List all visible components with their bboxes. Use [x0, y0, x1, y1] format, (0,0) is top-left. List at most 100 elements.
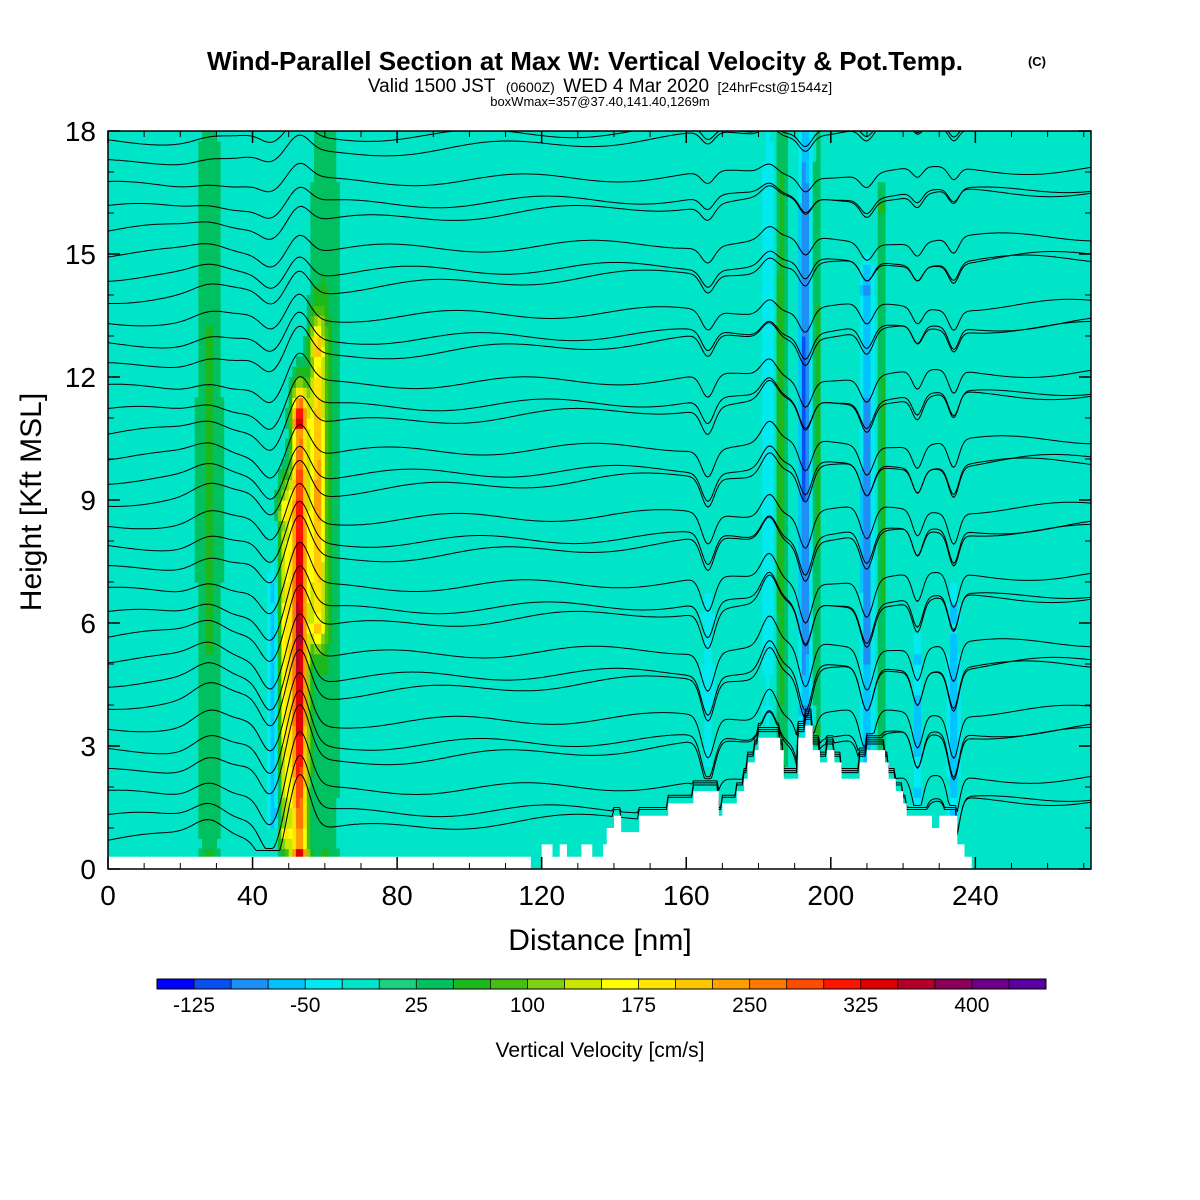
velocity-cell	[715, 213, 720, 224]
velocity-cell	[332, 182, 337, 194]
velocity-cell	[725, 192, 731, 204]
velocity-cell	[299, 664, 304, 675]
velocity-cell	[776, 684, 781, 696]
velocity-cell	[906, 746, 911, 757]
velocity-cell	[809, 172, 814, 183]
velocity-cell	[805, 530, 810, 542]
velocity-cell	[328, 838, 333, 850]
velocity-cell	[744, 131, 749, 142]
velocity-cell	[801, 500, 807, 511]
velocity-cell	[281, 582, 286, 593]
velocity-cell	[812, 305, 817, 317]
velocity-cell	[754, 551, 760, 563]
velocity-cell	[906, 725, 911, 737]
velocity-cell	[852, 407, 857, 419]
velocity-cell	[845, 551, 850, 563]
velocity-cell	[801, 459, 807, 470]
velocity-cell	[209, 192, 214, 204]
velocity-cell	[277, 489, 283, 501]
velocity-cell	[780, 715, 785, 727]
velocity-cell	[751, 715, 756, 727]
velocity-cell	[209, 274, 214, 286]
velocity-cell	[205, 264, 210, 276]
velocity-cell	[816, 612, 821, 624]
velocity-cell	[733, 510, 738, 522]
velocity-cell	[306, 694, 311, 706]
velocity-cell	[722, 295, 727, 306]
velocity-cell	[707, 541, 713, 552]
velocity-cell	[805, 315, 810, 327]
velocity-cell	[798, 469, 803, 481]
velocity-cell	[722, 254, 727, 265]
velocity-cell	[762, 489, 767, 501]
velocity-cell	[801, 592, 807, 604]
velocity-cell	[198, 674, 203, 686]
velocity-cell	[321, 500, 326, 511]
velocity-cell	[780, 202, 785, 214]
velocity-cell	[675, 612, 680, 624]
velocity-cell	[216, 561, 221, 573]
velocity-cell	[877, 725, 882, 737]
velocity-cell	[328, 489, 333, 501]
velocity-cell	[664, 694, 669, 706]
velocity-cell	[801, 438, 807, 450]
velocity-cell	[675, 725, 680, 737]
velocity-cell	[288, 489, 293, 501]
velocity-cell	[877, 469, 882, 481]
velocity-cell	[841, 223, 846, 235]
velocity-cell	[765, 264, 770, 276]
velocity-cell	[744, 325, 749, 337]
velocity-cell	[794, 561, 799, 573]
velocity-cell	[783, 243, 789, 255]
velocity-cell	[841, 684, 846, 696]
velocity-cell	[845, 192, 850, 204]
velocity-cell	[783, 295, 789, 306]
velocity-cell	[324, 551, 330, 563]
velocity-cell	[809, 161, 814, 173]
velocity-cell	[791, 377, 796, 388]
velocity-cell	[776, 479, 781, 491]
velocity-cell	[881, 377, 886, 388]
velocity-cell	[270, 797, 275, 809]
velocity-cell	[776, 438, 781, 450]
velocity-cell	[328, 828, 333, 839]
velocity-cell	[877, 377, 882, 388]
velocity-cell	[801, 366, 807, 378]
velocity-cell	[198, 295, 203, 306]
velocity-cell	[852, 295, 857, 306]
velocity-cell	[856, 172, 861, 183]
velocity-cell	[715, 510, 720, 522]
velocity-cell	[212, 243, 218, 255]
velocity-cell	[736, 202, 742, 214]
velocity-cell	[310, 254, 315, 265]
velocity-cell	[194, 551, 199, 563]
velocity-cell	[205, 223, 210, 235]
velocity-cell	[201, 213, 207, 224]
velocity-cell	[736, 561, 742, 573]
velocity-cell	[216, 387, 221, 399]
velocity-cell	[769, 407, 774, 419]
velocity-cell	[866, 469, 872, 481]
velocity-cell	[841, 479, 846, 491]
velocity-cell	[877, 182, 882, 194]
velocity-cell	[704, 520, 709, 532]
velocity-cell	[285, 776, 290, 788]
velocity-cell	[899, 694, 904, 706]
velocity-cell	[866, 448, 872, 460]
velocity-cell	[292, 705, 297, 716]
velocity-cell	[747, 725, 752, 737]
velocity-cell	[722, 684, 727, 696]
velocity-cell	[288, 838, 293, 850]
velocity-cell	[859, 274, 864, 286]
velocity-cell	[321, 366, 326, 378]
velocity-cell	[780, 489, 785, 501]
velocity-cell	[776, 469, 781, 481]
velocity-cell	[740, 192, 745, 204]
velocity-cell	[762, 213, 767, 224]
velocity-cell	[306, 582, 311, 593]
velocity-cell	[736, 336, 742, 347]
velocity-cell	[747, 243, 752, 255]
velocity-cell	[277, 787, 283, 798]
velocity-cell	[324, 674, 330, 686]
velocity-cell	[783, 612, 789, 624]
